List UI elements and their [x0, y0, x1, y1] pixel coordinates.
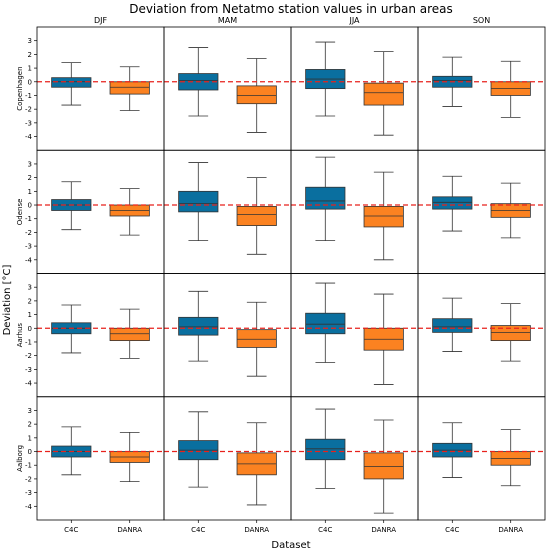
x-tick-label: DANRA [498, 526, 523, 534]
y-tick-label: 0 [28, 78, 32, 86]
y-tick-label: 0 [28, 202, 32, 210]
y-tick-label: -4 [25, 380, 33, 388]
y-tick-label: -3 [25, 119, 32, 127]
box-c4c [305, 186, 346, 210]
y-tick-label: 2 [28, 174, 32, 182]
box-danra [109, 327, 150, 342]
y-tick-label: -2 [25, 106, 32, 114]
x-axis-label: Dataset [271, 540, 310, 551]
row-label: Aalborg [16, 445, 24, 472]
y-tick-label: -4 [25, 133, 33, 141]
row-label: Odense [16, 199, 24, 226]
y-tick-label: 3 [28, 160, 32, 168]
y-tick-label: -1 [25, 215, 32, 223]
box-c4c [51, 77, 92, 88]
column-title: DJF [94, 16, 108, 25]
x-tick-label: DANRA [244, 526, 269, 534]
y-axis-label: Deviation [°C] [2, 265, 13, 336]
y-tick-label: -4 [25, 256, 33, 264]
y-tick-label: 2 [28, 297, 32, 305]
column-title: MAM [218, 16, 237, 25]
y-tick-label: -2 [25, 229, 32, 237]
box-danra [236, 205, 277, 226]
y-tick-label: 0 [28, 325, 32, 333]
y-tick-label: -1 [25, 462, 32, 470]
y-tick-label: 1 [28, 311, 32, 319]
box-danra [363, 205, 404, 228]
chart-title: Deviation from Netatmo station values in… [129, 2, 453, 16]
y-tick-label: 3 [28, 284, 32, 292]
box-danra [363, 82, 404, 106]
y-tick-label: -3 [25, 489, 32, 497]
box-danra [236, 329, 277, 348]
x-tick-label: C4C [191, 526, 205, 534]
box-c4c [305, 438, 346, 461]
x-tick-label: DANRA [371, 526, 396, 534]
box-c4c [178, 190, 219, 213]
y-tick-label: -3 [25, 243, 32, 251]
x-tick-label: C4C [318, 526, 332, 534]
panel-frame [417, 396, 546, 521]
row-label: Aarhus [16, 323, 24, 348]
box-c4c [432, 196, 473, 210]
box-danra [236, 85, 277, 105]
facet-grid: Copenhagen 3 2 1 0 -1 -2 -3 -4 DJF MAM JJA SON Odense… [16, 16, 546, 534]
y-tick-label: -2 [25, 475, 32, 483]
box-danra [363, 452, 404, 480]
y-tick-label: 3 [28, 407, 32, 415]
y-tick-label: -2 [25, 352, 32, 360]
x-tick-label: C4C [445, 526, 459, 534]
box-c4c [178, 316, 219, 336]
box-c4c [305, 312, 346, 335]
y-tick-label: 2 [28, 51, 32, 59]
y-tick-label: -1 [25, 92, 32, 100]
box-danra [490, 325, 531, 342]
y-tick-label: -4 [25, 503, 33, 511]
y-tick-label: 3 [28, 37, 32, 45]
box-danra [109, 81, 150, 95]
x-tick-label: C4C [64, 526, 78, 534]
y-tick-label: 0 [28, 448, 32, 456]
column-title: JJA [348, 16, 360, 25]
y-tick-label: 1 [28, 65, 32, 73]
y-tick-label: -1 [25, 338, 32, 346]
y-tick-label: 1 [28, 188, 32, 196]
column-title: SON [473, 16, 490, 25]
row-label: Copenhagen [16, 66, 24, 110]
y-tick-label: 2 [28, 421, 32, 429]
x-tick-label: DANRA [117, 526, 142, 534]
box-c4c [432, 318, 473, 333]
y-tick-label: 1 [28, 434, 32, 442]
y-tick-label: -3 [25, 366, 32, 374]
